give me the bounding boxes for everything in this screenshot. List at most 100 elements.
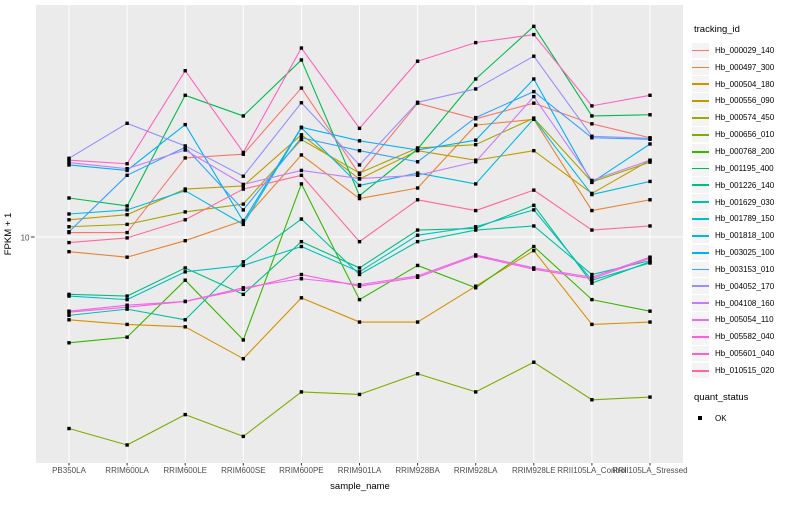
data-point: [357, 193, 362, 198]
data-point: [357, 196, 362, 201]
data-point: [357, 266, 362, 270]
legend-item-label: Hb_000029_140: [715, 45, 775, 55]
data-point: [125, 236, 129, 240]
legend-item-Hb_003153_010: Hb_003153_010: [692, 261, 800, 278]
data-point: [474, 138, 478, 142]
legend-item-label: Hb_001629_030: [715, 197, 775, 207]
data-point: [125, 168, 129, 173]
data-point: [590, 122, 594, 126]
data-point: [648, 160, 652, 164]
legend-item-label: OK: [715, 413, 727, 423]
data-point: [183, 93, 187, 98]
line-swatch-icon: [692, 110, 709, 126]
data-point: [357, 139, 362, 143]
data-point: [532, 248, 536, 253]
legend-tracking-items: Hb_000029_140 Hb_000497_300 Hb_000504_180 H…: [692, 42, 800, 379]
line-swatch-icon: [692, 345, 709, 362]
data-point: [590, 277, 594, 281]
legend-item-quant-ok: OK: [692, 410, 800, 427]
data-point: [357, 239, 362, 244]
data-point: [67, 310, 71, 314]
legend-title-tracking-id: tracking_id: [694, 24, 740, 35]
data-point: [648, 136, 652, 141]
data-point: [590, 297, 594, 302]
legend-item-Hb_000656_010: Hb_000656_010: [692, 126, 800, 143]
data-point: [648, 113, 652, 117]
data-point: [648, 198, 652, 202]
data-point: [590, 192, 594, 197]
data-point: [357, 163, 362, 167]
legend-item-Hb_005054_110: Hb_005054_110: [692, 312, 800, 329]
data-point: [415, 186, 420, 190]
data-point: [357, 126, 362, 131]
data-point: [67, 341, 71, 345]
legend-item-Hb_004052_170: Hb_004052_170: [692, 278, 800, 295]
data-point: [125, 222, 129, 227]
legend-item-Hb_004108_160: Hb_004108_160: [692, 295, 800, 312]
data-point: [532, 188, 536, 192]
data-point: [299, 46, 304, 50]
x-tick-label: RRIM600PE: [279, 466, 323, 475]
line-swatch-icon: [692, 278, 709, 294]
line-swatch-icon: [692, 76, 709, 92]
data-point: [415, 320, 420, 324]
data-point: [648, 224, 652, 228]
data-point: [415, 148, 420, 152]
data-point: [299, 168, 304, 173]
data-point: [183, 122, 187, 127]
data-point: [357, 272, 362, 277]
line-swatch-icon: [692, 244, 709, 261]
data-point: [183, 318, 187, 322]
x-tick-label: RRII105LA_Control: [557, 466, 627, 475]
data-point: [183, 156, 187, 160]
legend-item-Hb_003025_100: Hb_003025_100: [692, 244, 800, 261]
data-point: [299, 125, 304, 129]
data-point: [532, 203, 536, 208]
data-point: [532, 224, 536, 228]
data-point: [67, 240, 71, 245]
data-point: [474, 254, 478, 258]
line-swatch-icon: [692, 211, 709, 227]
data-point: [357, 297, 362, 302]
data-point: [532, 32, 536, 37]
line-swatch-icon: [692, 59, 709, 76]
data-point: [474, 182, 478, 186]
line-swatch-icon: [692, 295, 709, 311]
data-point: [125, 166, 129, 171]
data-point: [532, 77, 536, 81]
line-swatch-icon: [692, 126, 709, 143]
legend-item-label: Hb_000497_300: [715, 62, 775, 72]
data-point: [299, 217, 304, 221]
x-tick-label: RRIM600LA: [105, 466, 149, 475]
legend-item-Hb_000556_090: Hb_000556_090: [692, 93, 800, 110]
data-point: [590, 281, 594, 285]
data-point: [67, 230, 71, 234]
legend-item-Hb_001195_400: Hb_001195_400: [692, 160, 800, 177]
data-point: [67, 160, 71, 165]
data-point: [415, 239, 420, 244]
data-point: [590, 272, 594, 277]
data-point: [183, 278, 187, 282]
data-point: [241, 434, 245, 439]
data-point: [125, 335, 129, 339]
data-point: [357, 392, 362, 397]
data-point: [183, 69, 187, 73]
data-point: [590, 104, 594, 108]
data-point: [241, 292, 245, 297]
data-point: [241, 219, 245, 223]
legend-item-Hb_001226_140: Hb_001226_140: [692, 177, 800, 194]
x-tick-label: RRIM600LE: [163, 466, 207, 475]
y-axis-title: FPKM + 1: [3, 213, 14, 256]
legend-item-label: Hb_005582_040: [715, 332, 775, 342]
data-point: [648, 142, 652, 146]
legend-item-label: Hb_001789_150: [715, 214, 775, 224]
x-axis-title: sample_name: [330, 481, 390, 492]
legend-item-Hb_000504_180: Hb_000504_180: [692, 76, 800, 93]
data-point: [648, 309, 652, 313]
data-point: [241, 260, 245, 264]
data-point: [183, 270, 187, 274]
data-point: [532, 360, 536, 364]
data-point: [474, 142, 478, 147]
data-point: [474, 390, 478, 394]
line-swatch-icon: [692, 160, 709, 177]
